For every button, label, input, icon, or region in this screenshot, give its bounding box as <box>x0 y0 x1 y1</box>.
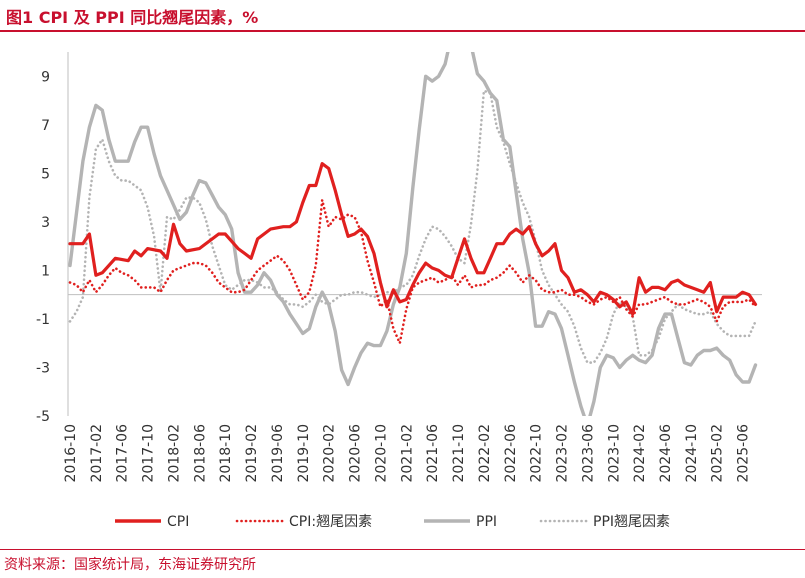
x-tick-label: 2024-06 <box>658 424 674 483</box>
legend-label-0: CPI <box>167 514 189 530</box>
source-note: 资料来源：国家统计局，东海证券研究所 <box>4 557 256 573</box>
chart: 9 7 5 3 1 -1 -3 -5 2016-10 2017-02 2017-06 2017-10… <box>36 52 762 530</box>
y-tick-label: 9 <box>41 69 50 85</box>
x-tick-label: 2021-10 <box>451 424 467 483</box>
x-axis: 2016-10 2017-02 2017-06 2017-10 2018-02 2018-… <box>63 294 762 483</box>
x-tick-label: 2021-02 <box>399 424 415 483</box>
y-tick-label: -1 <box>36 312 50 328</box>
x-tick-label: 2023-06 <box>580 424 596 483</box>
y-tick-label: -5 <box>36 409 50 425</box>
y-axis: 9 7 5 3 1 -1 -3 -5 <box>36 52 69 425</box>
y-tick-label: 1 <box>41 263 50 279</box>
x-tick-label: 2020-10 <box>373 424 389 483</box>
x-tick-label: 2024-02 <box>632 424 648 483</box>
x-tick-label: 2019-02 <box>244 424 260 483</box>
x-tick-label: 2022-02 <box>477 424 493 483</box>
series-layer <box>68 52 758 416</box>
title-divider <box>0 30 805 32</box>
x-tick-label: 2025-06 <box>736 424 752 483</box>
x-tick-label: 2020-06 <box>348 424 364 483</box>
x-tick-label: 2020-02 <box>322 424 338 483</box>
series-line-1 <box>68 198 757 345</box>
legend-label-1: CPI:翘尾因素 <box>289 514 372 530</box>
x-tick-label: 2018-06 <box>192 424 208 483</box>
x-tick-label: 2021-06 <box>425 424 441 483</box>
x-tick-label: 2017-02 <box>89 424 105 483</box>
x-tick-label: 2017-10 <box>141 424 157 483</box>
series-line-3 <box>68 89 757 364</box>
x-tick-label: 2017-06 <box>115 424 131 483</box>
x-tick-label: 2016-10 <box>63 424 79 483</box>
y-tick-label: 5 <box>41 166 50 182</box>
x-tick-label: 2018-02 <box>166 424 182 483</box>
legend: CPI CPI:翘尾因素 PPI PPI翘尾因素 <box>115 514 670 530</box>
x-tick-label: 2019-10 <box>296 424 312 483</box>
page-title: 图1 CPI 及 PPI 同比翘尾因素，% <box>6 8 259 27</box>
x-tick-label: 2022-06 <box>503 424 519 483</box>
legend-label-2: PPI <box>476 514 497 530</box>
y-tick-label: 3 <box>41 215 50 231</box>
x-tick-label: 2018-10 <box>218 424 234 483</box>
x-tick-label: 2023-10 <box>606 424 622 483</box>
legend-label-3: PPI翘尾因素 <box>593 514 670 530</box>
x-tick-label: 2022-10 <box>529 424 545 483</box>
source-divider <box>0 549 805 550</box>
series-line-2 <box>68 52 758 416</box>
series-line-0 <box>68 162 758 316</box>
x-tick-label: 2023-02 <box>555 424 571 483</box>
y-tick-label: -3 <box>36 360 50 376</box>
x-tick-label: 2025-02 <box>710 424 726 483</box>
x-tick-label: 2019-06 <box>270 424 286 483</box>
y-tick-label: 7 <box>41 118 50 134</box>
x-tick-label: 2024-10 <box>684 424 700 483</box>
